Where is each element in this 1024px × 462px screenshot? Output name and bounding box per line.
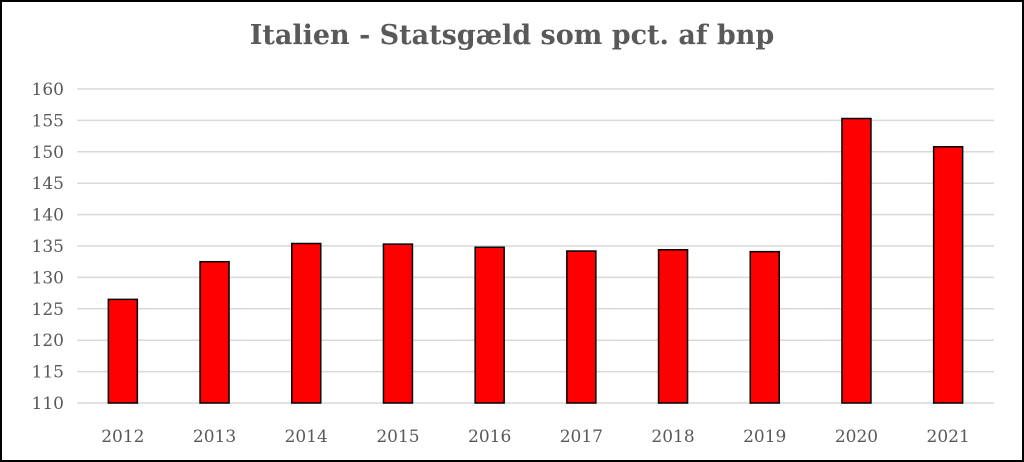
x-tick-label: 2012 <box>101 427 144 447</box>
y-tick-label: 115 <box>32 363 64 383</box>
y-tick-label: 130 <box>32 268 64 288</box>
y-tick-label: 150 <box>32 143 64 163</box>
y-axis-ticks: 110 115 120 125 130 135 140 145 150 155 160 <box>32 80 64 414</box>
x-tick-label: 2016 <box>468 427 511 447</box>
chart-title: Italien - Statsgæld som pct. af bnp <box>249 20 775 51</box>
x-tick-label: 2018 <box>651 427 694 447</box>
y-tick-label: 160 <box>32 80 64 100</box>
bar-2017 <box>566 250 597 404</box>
y-tick-label: 140 <box>32 206 64 226</box>
y-tick-label: 125 <box>32 300 64 320</box>
y-tick-label: 120 <box>32 331 64 351</box>
bar-2013 <box>199 260 230 404</box>
x-axis-ticks: 2012 2013 2014 2015 2016 2017 2018 2019 2020 2021 <box>101 427 970 447</box>
x-tick-label: 2021 <box>927 427 970 447</box>
bar-2021 <box>932 146 964 404</box>
x-tick-label: 2014 <box>285 427 328 447</box>
bars <box>107 117 964 404</box>
x-tick-label: 2015 <box>376 427 419 447</box>
bar-2018 <box>657 249 689 404</box>
bar-2019 <box>749 250 780 404</box>
y-tick-label: 155 <box>32 111 64 131</box>
x-tick-label: 2013 <box>193 427 236 447</box>
x-tick-label: 2017 <box>560 427 603 447</box>
y-tick-label: 145 <box>32 174 64 194</box>
y-tick-label: 110 <box>32 394 64 414</box>
bar-2016 <box>474 246 505 404</box>
y-tick-label: 135 <box>32 237 64 257</box>
bar-2014 <box>291 242 322 404</box>
bar-2015 <box>382 243 414 404</box>
x-tick-label: 2019 <box>743 427 786 447</box>
bar-2020 <box>841 117 872 404</box>
bar-2012 <box>107 298 139 404</box>
gridlines <box>77 88 994 404</box>
x-tick-label: 2020 <box>835 427 878 447</box>
